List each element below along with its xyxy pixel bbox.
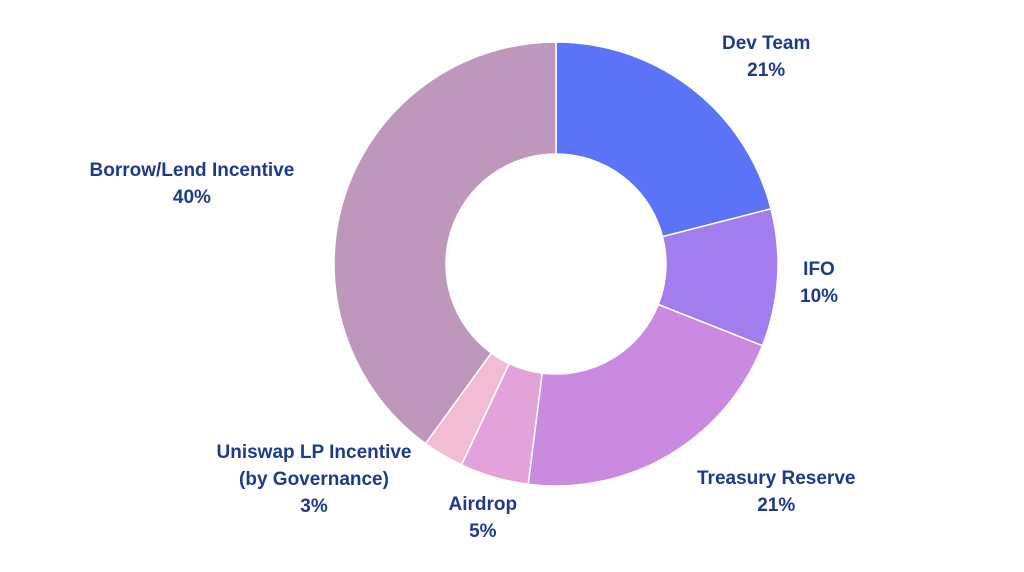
slice-label: Treasury Reserve 21% [697,465,855,519]
slice-label-name: Treasury Reserve [697,468,856,489]
slice-label-name: Borrow/Lend Incentive [89,160,295,181]
slice-label-name: (by Governance) [239,469,389,490]
slice-label-name: Airdrop [448,494,518,515]
slice-label: Airdrop 5% [449,491,518,545]
slice-label-value: 3% [300,496,328,517]
slice-label-value: 21% [757,495,796,516]
slice-borrow-lend-incentive [333,41,557,445]
slice-label: IFO 10% [800,256,838,310]
slice-dev-team [555,41,772,238]
slice-treasury-reserve [527,303,764,487]
slice-label: Borrow/Lend Incentive 40% [90,157,295,211]
slice-label-value: 10% [800,286,839,307]
slice-label-name: Uniswap LP Incentive [216,442,412,463]
slice-label-value: 21% [747,60,786,81]
slice-label-value: 40% [172,187,211,208]
slice-label: Uniswap LP Incentive (by Governance) 3% [217,439,412,520]
slice-label-value: 5% [469,521,497,542]
slice-label: Dev Team 21% [722,30,810,84]
slice-label-name: Dev Team [722,33,811,54]
slice-label-name: IFO [803,259,835,280]
